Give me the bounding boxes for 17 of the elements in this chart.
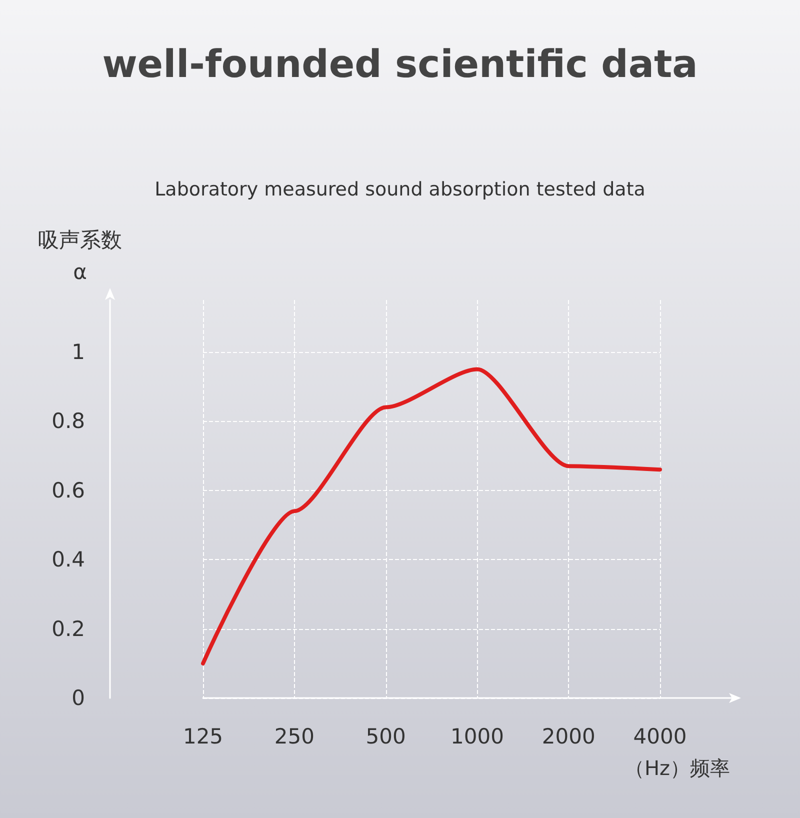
x-tick-label: 125	[182, 724, 224, 748]
y-tick-label: 0.2	[52, 616, 85, 641]
y-axis-title: 吸声系数 α	[38, 228, 122, 284]
line-series	[201, 367, 662, 666]
y-tick-label: 0.6	[52, 478, 85, 502]
chart-subtitle: Laboratory measured sound absorption tested data	[154, 178, 646, 200]
x-axis-title: （Hz）频率	[624, 756, 730, 780]
y-tick-label: 0	[72, 686, 85, 710]
y-tick-label: 1	[72, 340, 85, 364]
x-tick-label: 4000	[633, 724, 687, 748]
x-tick-label: 2000	[542, 724, 596, 748]
x-tick-label: 250	[274, 724, 314, 748]
chart-title: well-founded scientific data	[102, 42, 698, 86]
y-tick-label: 0.8	[52, 409, 85, 434]
x-tick-label: 500	[366, 724, 406, 748]
y-tick-label: 0.4	[52, 548, 85, 572]
x-tick-label: 1000	[450, 724, 504, 748]
